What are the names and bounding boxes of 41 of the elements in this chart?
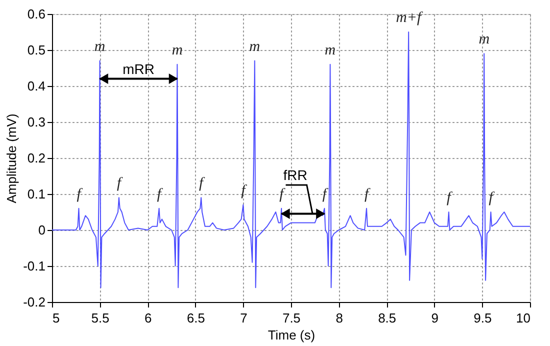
annotation: mRR <box>122 61 154 77</box>
annotation: f <box>488 190 495 206</box>
x-tick-label: 7 <box>240 310 248 326</box>
annotation: f <box>364 186 370 202</box>
y-tick-label: 0.3 <box>27 114 46 130</box>
annotation: f <box>322 186 328 202</box>
x-tick-label: 8 <box>336 310 343 326</box>
x-tick-label: 7.5 <box>282 310 301 326</box>
y-tick-label: -0.2 <box>23 294 46 310</box>
y-tick-label: 0.1 <box>27 186 46 202</box>
annotation: m <box>172 42 183 58</box>
annotation: f <box>199 176 206 192</box>
y-tick-label: 0.6 <box>27 6 46 22</box>
x-tick-label: 9 <box>431 310 439 326</box>
x-tick-label: 5 <box>52 310 60 326</box>
y-tick-label: -0.1 <box>23 258 46 274</box>
x-tick-label: 6 <box>144 310 152 326</box>
y-tick-label: 0.4 <box>27 78 46 94</box>
annotation: m <box>94 38 106 55</box>
annotation: f <box>241 182 248 199</box>
annotation: f <box>76 186 83 202</box>
x-tick-label: 8.5 <box>378 310 396 326</box>
y-tick-label: 0.5 <box>27 42 46 58</box>
annotation: f <box>116 176 123 192</box>
annotation: f <box>156 186 163 202</box>
annotation: m <box>324 42 336 58</box>
x-axis-title: Time (s) <box>268 328 316 342</box>
annotation: m <box>249 38 260 55</box>
y-axis-title: Amplitude (mV) <box>4 114 20 204</box>
y-tick-label: 0.2 <box>27 150 46 166</box>
x-tick-label: 5.5 <box>91 310 110 326</box>
annotation: fRR <box>283 167 308 184</box>
x-tick-label: 6.5 <box>186 310 205 326</box>
line-series <box>52 32 530 288</box>
x-tick-label: 10 <box>516 310 530 326</box>
annotation: f <box>279 186 286 202</box>
annotation: f <box>446 190 453 206</box>
x-tick-label: 9.5 <box>474 310 492 326</box>
annotation: m+f <box>396 10 423 26</box>
annotation: m <box>478 32 490 48</box>
y-tick-label: 0 <box>38 222 46 238</box>
